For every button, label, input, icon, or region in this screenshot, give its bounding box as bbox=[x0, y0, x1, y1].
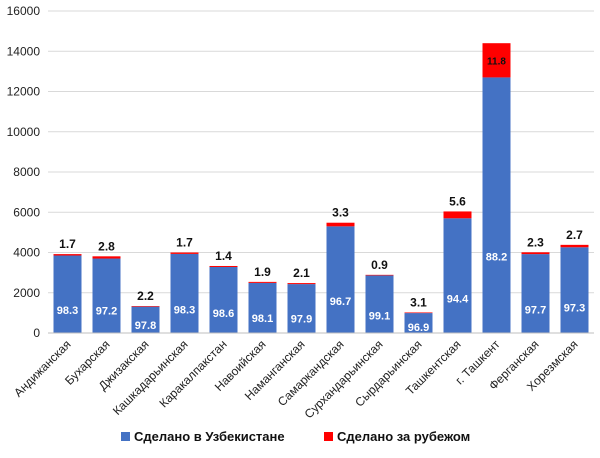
data-label-domestic: 97.9 bbox=[291, 313, 312, 325]
data-label-domestic: 96.9 bbox=[408, 322, 429, 334]
x-axis: АндижанскаяБухарскаяДжизакскаяКашкадарьи… bbox=[11, 337, 580, 421]
data-label-foreign: 1.7 bbox=[176, 236, 193, 250]
legend: Сделано в Узбекистане Сделано за рубежом bbox=[121, 429, 470, 444]
legend-item-foreign: Сделано за рубежом bbox=[324, 429, 470, 444]
bar-domestic bbox=[521, 254, 550, 333]
legend-item-domestic: Сделано в Узбекистане bbox=[121, 429, 285, 444]
data-label-foreign: 3.3 bbox=[332, 206, 349, 220]
data-label-foreign: 2.1 bbox=[293, 266, 310, 280]
bar-domestic bbox=[326, 226, 355, 333]
bar-domestic bbox=[131, 306, 160, 333]
y-tick-label: 8000 bbox=[13, 165, 40, 179]
bar-foreign bbox=[209, 265, 238, 267]
bar-foreign bbox=[365, 274, 394, 276]
bar-foreign bbox=[521, 252, 550, 255]
bar-domestic bbox=[404, 313, 433, 333]
bar-foreign bbox=[404, 312, 433, 314]
x-tick-label: Андижанская bbox=[11, 337, 73, 399]
data-label-domestic: 98.3 bbox=[57, 305, 78, 317]
data-label-foreign: 1.4 bbox=[215, 249, 232, 263]
bar-foreign bbox=[287, 283, 316, 285]
data-label-foreign: 1.9 bbox=[254, 265, 271, 279]
bar-foreign bbox=[560, 244, 589, 248]
bar-domestic bbox=[53, 255, 82, 333]
bar-foreign bbox=[443, 211, 472, 219]
y-tick-label: 0 bbox=[33, 326, 40, 340]
data-label-foreign: 5.6 bbox=[449, 194, 466, 208]
data-label-foreign: 0.9 bbox=[371, 258, 388, 272]
data-label-domestic: 97.2 bbox=[96, 306, 117, 318]
data-label-domestic: 99.1 bbox=[369, 311, 390, 323]
bar-domestic bbox=[482, 77, 511, 333]
data-label-domestic: 97.7 bbox=[525, 304, 546, 316]
bar-foreign bbox=[326, 222, 355, 227]
data-label-foreign: 2.7 bbox=[566, 228, 583, 242]
y-tick-label: 14000 bbox=[7, 44, 41, 58]
bar-foreign bbox=[92, 256, 121, 259]
bar-domestic bbox=[443, 218, 472, 333]
data-label-foreign: 2.8 bbox=[98, 239, 115, 253]
gridlines bbox=[48, 10, 594, 294]
data-label-domestic: 97.3 bbox=[564, 302, 585, 314]
x-tick-label: Каракалпакстан bbox=[156, 337, 229, 410]
bar-domestic bbox=[287, 284, 316, 333]
y-tick-label: 2000 bbox=[13, 286, 40, 300]
y-axis: 0 2000 4000 6000 8000 10000 12000 14000 16000 bbox=[7, 4, 594, 340]
bar-foreign bbox=[131, 306, 160, 307]
legend-label-foreign: Сделано за рубежом bbox=[337, 429, 470, 444]
bar-domestic bbox=[92, 258, 121, 333]
y-tick-label: 12000 bbox=[7, 85, 41, 99]
bar-domestic bbox=[209, 266, 238, 333]
data-label-domestic: 98.1 bbox=[252, 313, 273, 325]
data-label-domestic: 94.4 bbox=[447, 294, 469, 306]
bar-domestic bbox=[170, 253, 199, 333]
bar-domestic bbox=[248, 282, 277, 333]
bar-domestic bbox=[365, 275, 394, 333]
bar-foreign bbox=[53, 254, 82, 256]
bar-domestic bbox=[560, 247, 589, 333]
data-label-foreign: 1.7 bbox=[59, 237, 76, 251]
y-tick-label: 6000 bbox=[13, 205, 40, 219]
data-label-domestic: 98.3 bbox=[174, 304, 195, 316]
y-tick-label: 4000 bbox=[13, 246, 40, 260]
data-label-foreign: 2.3 bbox=[527, 235, 544, 249]
legend-label-domestic: Сделано в Узбекистане bbox=[134, 429, 285, 444]
bar-foreign bbox=[170, 252, 199, 254]
y-tick-label: 10000 bbox=[7, 125, 41, 139]
data-label-domestic: 88.2 bbox=[486, 251, 507, 263]
x-tick-label: Сырдарьинская bbox=[352, 337, 424, 409]
legend-swatch-foreign bbox=[324, 432, 333, 441]
bars bbox=[53, 43, 589, 333]
data-labels: 98.3 1.7 97.2 2.8 97.8 2.2 98.3 1.7 98.6 1.4 98.1 1… bbox=[57, 56, 585, 334]
y-tick-label: 16000 bbox=[7, 4, 41, 18]
data-label-domestic: 97.8 bbox=[135, 320, 156, 332]
data-label-domestic: 96.7 bbox=[330, 296, 351, 308]
data-label-foreign: 2.2 bbox=[137, 289, 154, 303]
bar-foreign bbox=[248, 281, 277, 283]
bar-foreign bbox=[482, 43, 511, 78]
data-label-foreign: 3.1 bbox=[410, 295, 427, 309]
data-label-domestic: 98.6 bbox=[213, 308, 234, 320]
data-label-foreign: 11.8 bbox=[487, 56, 506, 67]
legend-swatch-domestic bbox=[121, 432, 130, 441]
